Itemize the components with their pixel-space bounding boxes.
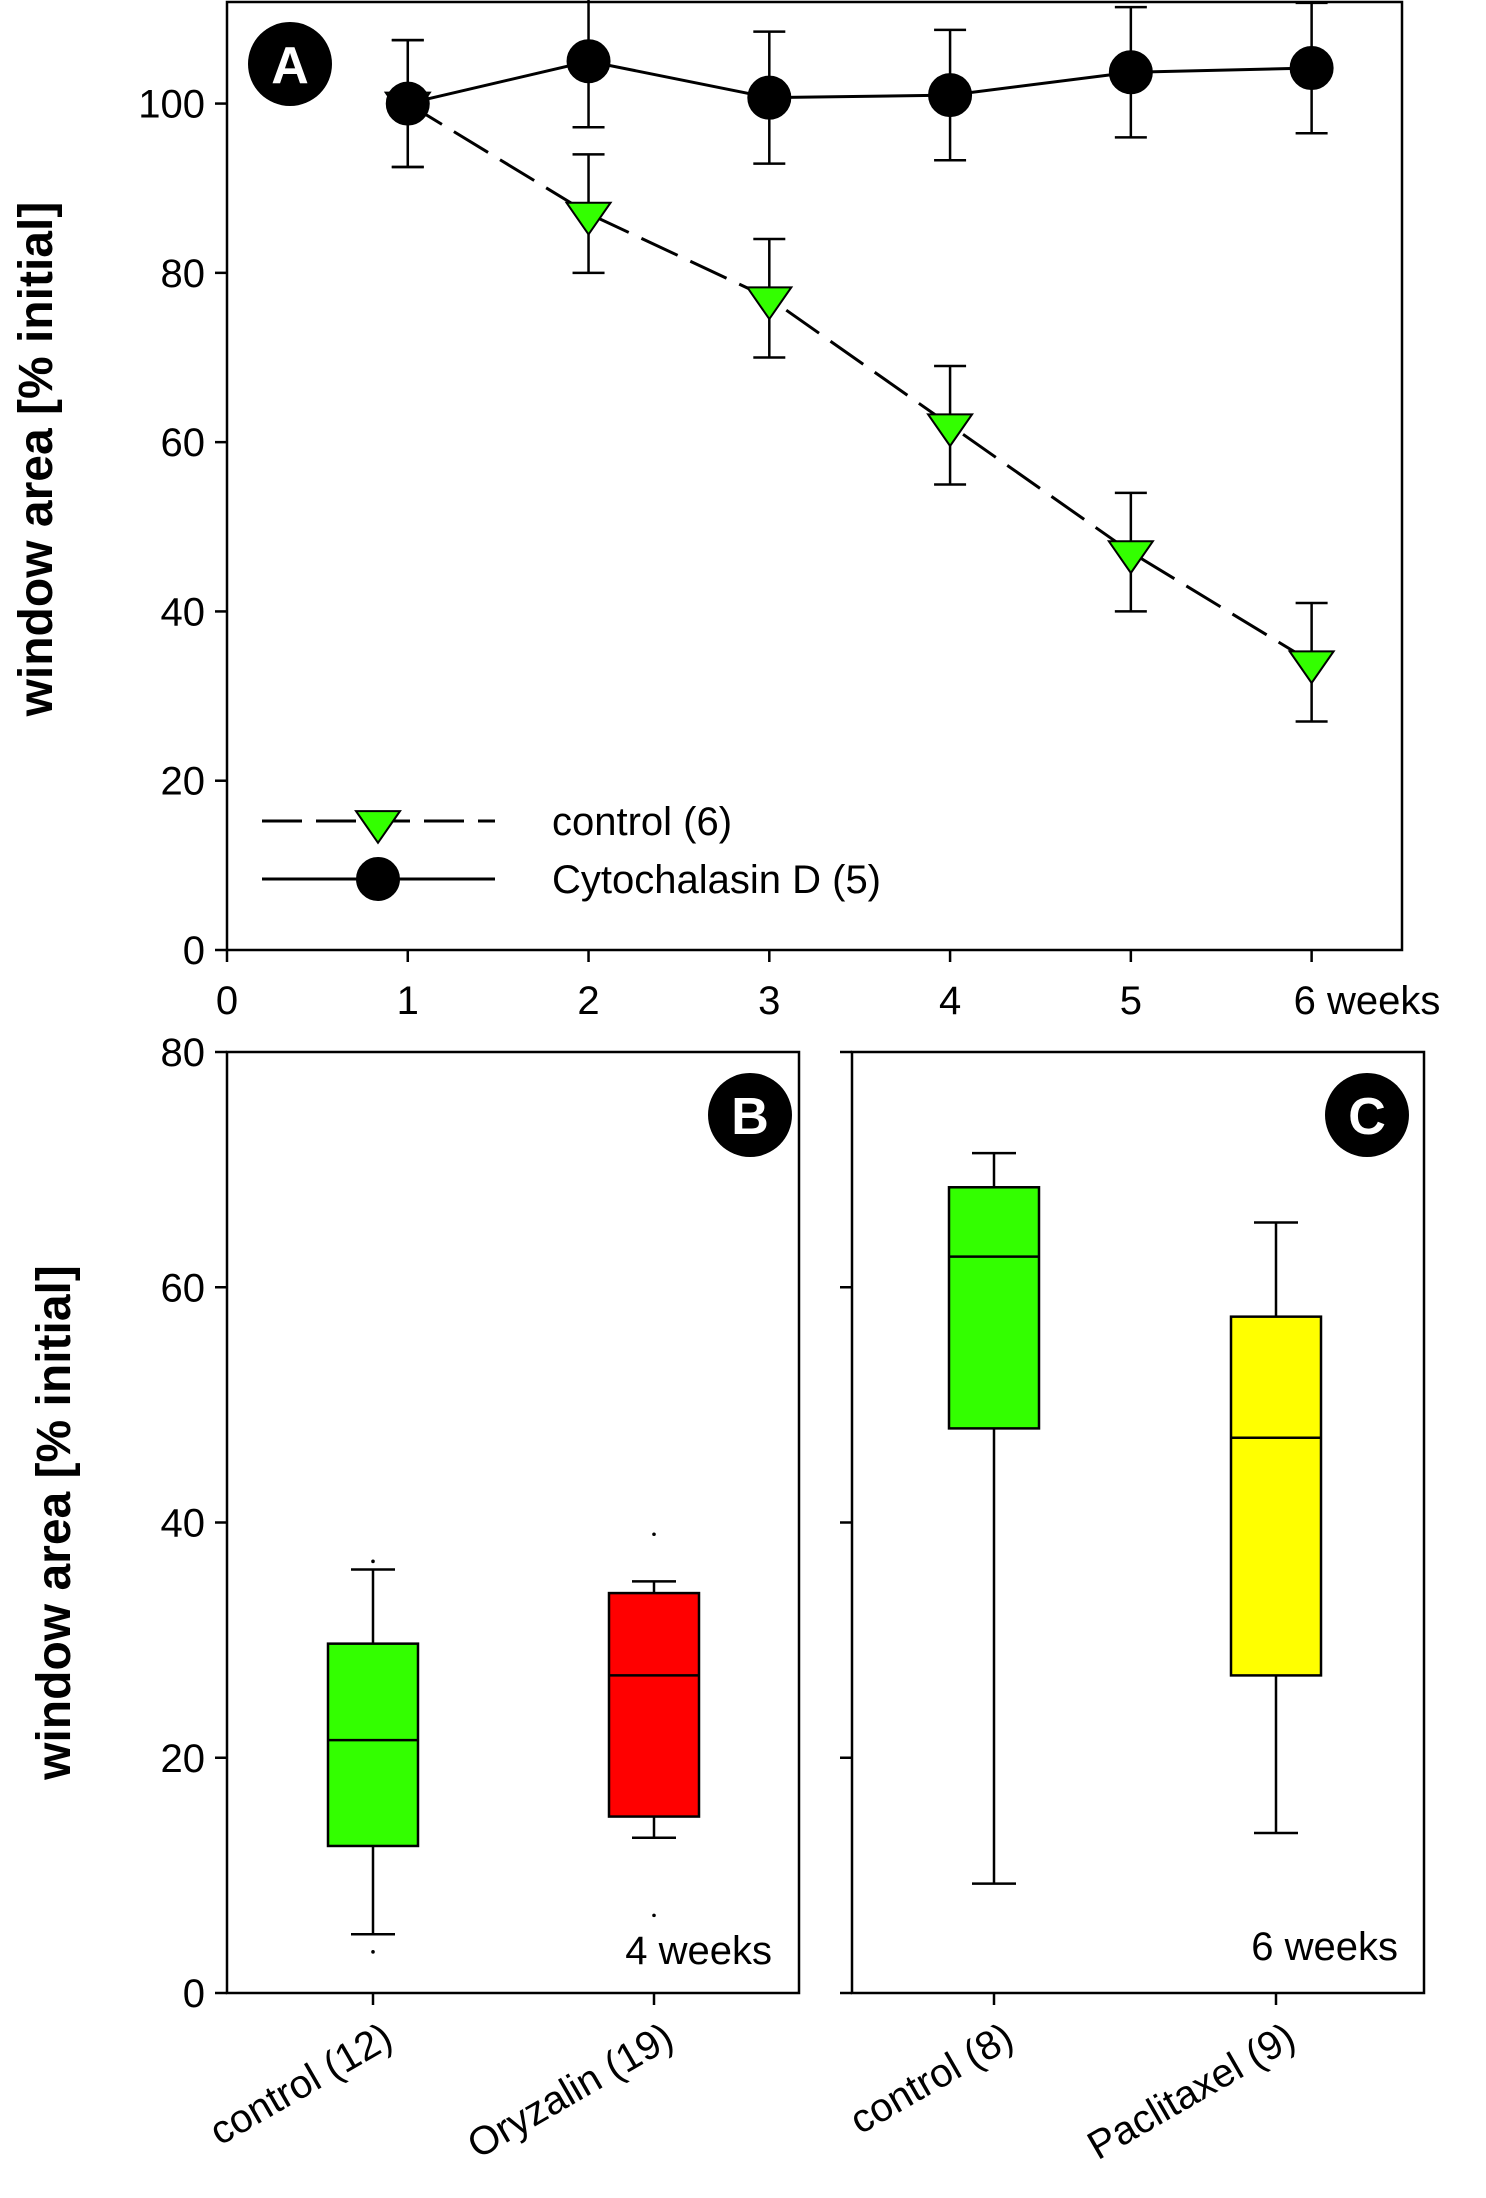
x-tick-label: 6 weeks (1294, 979, 1441, 1023)
panel-a-y-axis-label: window area [% initial] (10, 202, 63, 718)
panel-a-badge: A (248, 22, 332, 106)
panel-b: window area [% initial] 0 20 40 60 80 contro… (28, 1031, 801, 2168)
panel-c-y-axis (840, 1050, 852, 1995)
outlier-point (652, 1913, 656, 1918)
y-tick-label: 60 (161, 421, 206, 465)
data-point (564, 201, 613, 237)
y-tick-label: 20 (161, 1737, 206, 1781)
panel-b-x-axis: control (12) Oryzalin (19) (202, 1993, 681, 2168)
panel-c: control (8) Paclitaxel (9) 6 weeks C (840, 1050, 1426, 2168)
panel-b-boxes (326, 1532, 701, 1954)
data-point (745, 286, 794, 321)
y-tick-label: 100 (138, 83, 205, 127)
y-tick-label: 60 (161, 1266, 206, 1310)
x-tick-label: 1 (397, 979, 419, 1023)
box-oryzalin-19 (607, 1532, 701, 1918)
box-iqr (947, 1186, 1041, 1430)
data-point (926, 413, 974, 448)
panel-b-y-axis: 0 20 40 60 80 (161, 1031, 227, 2016)
legend-marker-control (354, 810, 402, 845)
panel-a-badge-letter: A (271, 37, 309, 95)
panel-c-badge-circle (1325, 1073, 1409, 1157)
outlier-point (652, 1532, 656, 1537)
x-tick-label: 2 (577, 979, 599, 1023)
y-tick-label: 40 (161, 1502, 206, 1546)
x-tick-label: 0 (216, 979, 238, 1023)
x-tick-label: 4 (939, 979, 961, 1023)
y-tick-label: 20 (161, 760, 206, 804)
legend-label-cytochalasin: Cytochalasin D (5) (552, 858, 881, 902)
box-paclitaxel-9 (1229, 1221, 1323, 1835)
y-tick-label: 80 (161, 252, 206, 296)
box-control-8 (947, 1151, 1041, 1885)
panel-c-x-axis: control (8) Paclitaxel (9) (843, 1993, 1303, 2168)
panel-c-badge-letter: C (1348, 1088, 1386, 1146)
series-line (406, 102, 1313, 664)
panel-a-legend: control (6) Cytochalasin D (5) (262, 800, 881, 902)
legend-marker-cytochalasin (356, 857, 400, 901)
y-tick-label: 80 (161, 1031, 206, 1075)
panel-b-y-axis-label: window area [% initial] (28, 1265, 81, 1781)
panel-c-frame (850, 1050, 1426, 1995)
x-tick-label: 3 (758, 979, 780, 1023)
y-tick-label: 0 (183, 929, 205, 973)
series-control-6 (383, 38, 1336, 723)
panel-a-frame (225, 0, 1404, 952)
data-point (385, 81, 430, 126)
data-point (566, 39, 611, 84)
panel-b-frame (225, 1050, 801, 1995)
data-point (1287, 650, 1336, 685)
x-category-label: Paclitaxel (9) (1080, 2015, 1302, 2169)
x-category-label: Oryzalin (19) (460, 2015, 680, 2168)
panel-b-badge-letter: B (731, 1088, 769, 1146)
data-point (1289, 46, 1334, 91)
panel-b-duration-label: 4 weeks (625, 1929, 772, 1973)
box-control-12 (326, 1559, 420, 1954)
panel-c-badge: C (1325, 1073, 1409, 1157)
data-point (928, 73, 973, 118)
panel-a-badge-circle (248, 22, 332, 106)
x-category-label: control (8) (843, 2015, 1021, 2143)
outlier-point (371, 1559, 375, 1564)
x-category-label: control (12) (202, 2015, 399, 2154)
y-tick-label: 40 (161, 590, 206, 634)
legend-label-control: control (6) (552, 800, 732, 844)
panel-a-y-axis: 0 20 40 60 80 100 (138, 83, 227, 973)
box-iqr (1229, 1315, 1323, 1677)
panel-b-badge: B (708, 1073, 792, 1157)
box-iqr (607, 1591, 701, 1818)
outlier-point (371, 1950, 375, 1954)
y-tick-label: 0 (183, 1972, 205, 2016)
panel-c-duration-label: 6 weeks (1251, 1925, 1398, 1969)
data-point (747, 75, 792, 120)
panel-a: window area [% initial] 0 20 40 60 80 100 0 1 2… (10, 0, 1440, 1023)
panel-a-series (383, 0, 1336, 723)
data-point (1108, 50, 1153, 95)
x-tick-label: 5 (1120, 979, 1142, 1023)
data-point (1106, 540, 1155, 575)
panel-b-badge-circle (708, 1073, 792, 1157)
box-iqr (326, 1642, 420, 1848)
series-line (407, 59, 1312, 106)
series-cytochalasin-d-5 (385, 0, 1334, 169)
panel-a-x-axis: 0 1 2 3 4 5 6 weeks (216, 950, 1440, 1023)
panel-c-boxes (947, 1151, 1323, 1885)
